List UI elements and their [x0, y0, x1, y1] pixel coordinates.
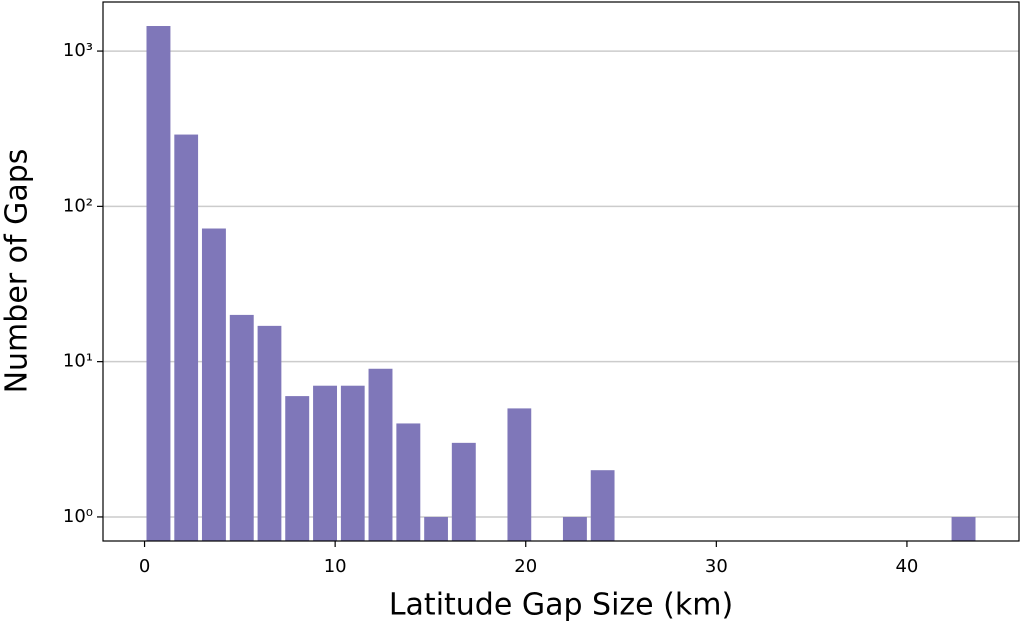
x-tick-label: 40: [895, 556, 918, 577]
plot-frame: [102, 1, 1020, 542]
bar: [146, 26, 171, 542]
bar: [424, 516, 448, 541]
bar: [590, 470, 615, 541]
y-tick-label: 10⁰: [63, 506, 93, 527]
bar: [562, 516, 587, 541]
y-axis-title: Number of Gaps: [0, 149, 35, 394]
bar: [340, 385, 365, 541]
y-tick-label: 10²: [63, 195, 93, 216]
bar: [201, 228, 226, 542]
bar: [396, 423, 421, 541]
y-tick-label: 10³: [63, 40, 93, 61]
bar: [174, 134, 199, 541]
bar: [257, 325, 282, 541]
x-tick-label: 20: [514, 556, 537, 577]
bar: [507, 408, 532, 541]
bar: [451, 442, 476, 541]
bar: [313, 385, 338, 541]
x-tick-label: 0: [139, 556, 150, 577]
y-tick-label: 10¹: [63, 351, 93, 372]
bar: [229, 314, 254, 541]
x-tick-label: 30: [705, 556, 728, 577]
x-tick-label: 10: [324, 556, 347, 577]
bar: [285, 396, 310, 541]
x-axis-title: Latitude Gap Size (km): [389, 588, 733, 623]
bar: [368, 368, 393, 541]
bar: [951, 516, 976, 541]
